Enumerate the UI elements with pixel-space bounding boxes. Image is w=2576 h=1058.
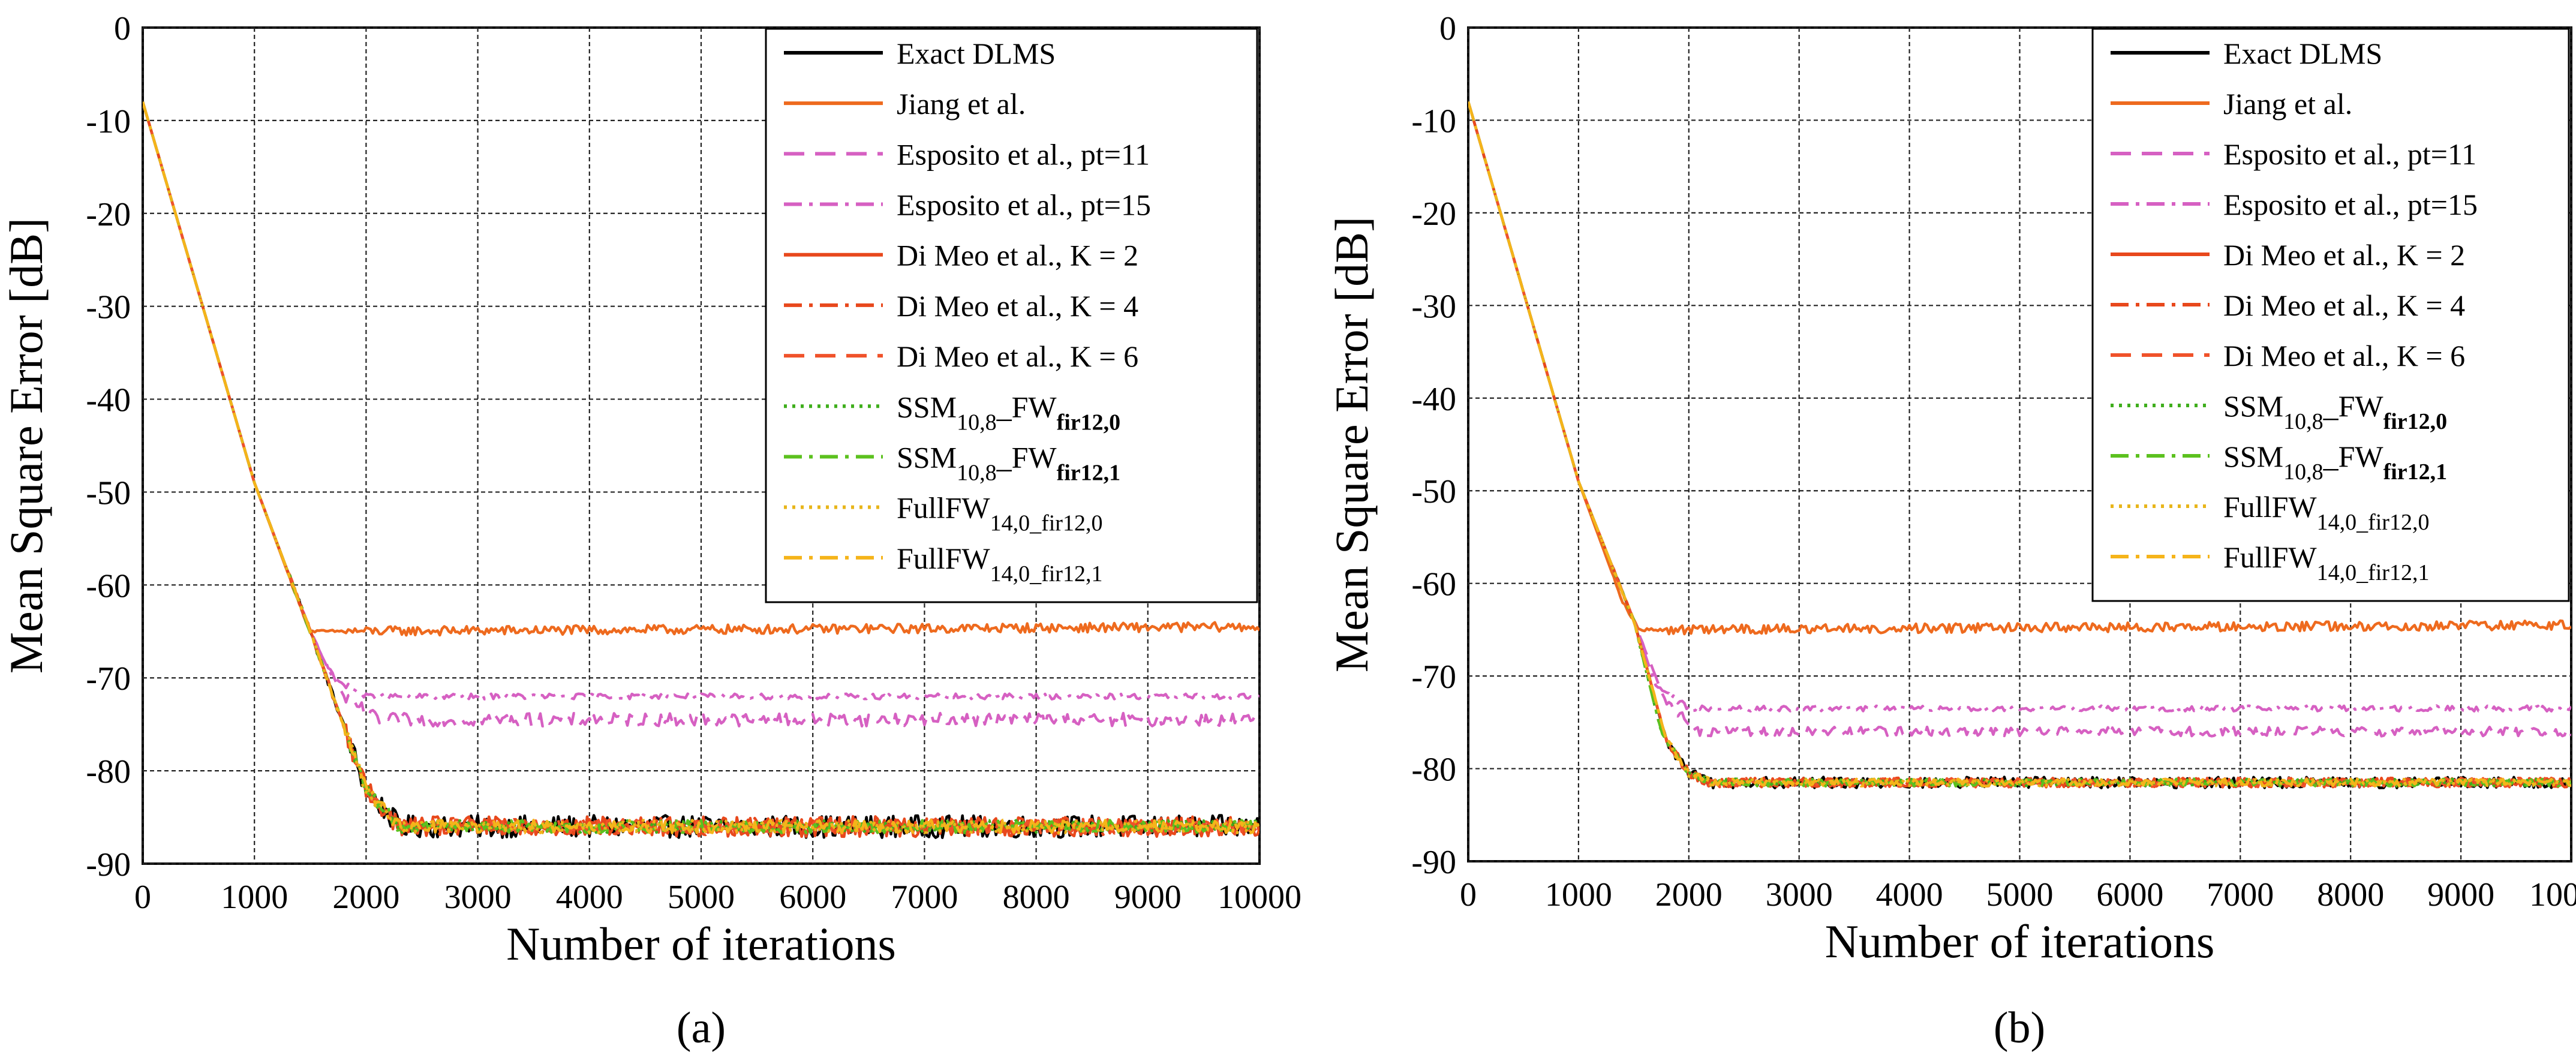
x-tick-label: 0 [1460, 876, 1477, 913]
y-tick-label: -80 [86, 753, 131, 791]
y-tick-label: -30 [1411, 288, 1456, 325]
series-line [1468, 101, 2571, 713]
legend-label: Di Meo et al., K = 4 [2223, 288, 2465, 322]
legend-label: Jiang et al. [897, 87, 1026, 121]
x-tick-label: 1000 [1545, 876, 1612, 913]
x-tick-label: 10000 [1218, 879, 1301, 916]
series-line [1468, 101, 2571, 636]
series-line [143, 101, 1260, 728]
y-tick-label: -70 [1411, 659, 1456, 696]
series-line [143, 101, 1260, 701]
x-tick-label: 9000 [2427, 876, 2494, 913]
x-tick-label: 10000 [2529, 876, 2576, 913]
y-tick-label: -10 [1411, 103, 1456, 140]
x-tick-label: 6000 [2096, 876, 2163, 913]
legend-label: Di Meo et al., K = 6 [2223, 339, 2465, 372]
legend-label: Esposito et al., pt=15 [2223, 188, 2478, 221]
chart-panel-a: 0 1000 2000 3000 4000 5000 6000 7000 8000 9000 100… [0, 10, 1301, 1053]
legend-label: FullFW14,0_fir12,0 [2223, 490, 2429, 535]
x-tick-label: 8000 [2317, 876, 2384, 913]
y-tick-label: -60 [86, 567, 131, 605]
series-group [143, 101, 1260, 839]
x-tick-label: 2000 [332, 879, 399, 916]
legend-label: Di Meo et al., K = 6 [897, 339, 1138, 373]
y-tick-label: 0 [1439, 10, 1456, 47]
series-group [1468, 101, 2571, 790]
legend-label: Di Meo et al., K = 4 [897, 289, 1138, 323]
legend-label: FullFW14,0_fir12,1 [2223, 540, 2429, 585]
y-axis-label: Mean Square Error [dB] [0, 218, 52, 674]
x-tick-label: 0 [134, 879, 151, 916]
y-tick-label: -90 [1411, 844, 1456, 881]
legend-label: FullFW14,0_fir12,0 [897, 491, 1102, 536]
y-tick-label: -70 [86, 660, 131, 698]
x-tick-label: 1000 [221, 879, 288, 916]
x-tick-label: 7000 [891, 879, 958, 916]
x-axis-label: Number of iterations [506, 918, 896, 970]
x-tick-label: 8000 [1003, 879, 1070, 916]
series-line [143, 101, 1260, 835]
x-axis-label: Number of iterations [1825, 915, 2215, 967]
x-tick-label: 7000 [2207, 876, 2274, 913]
y-tick-label: -30 [86, 289, 131, 326]
series-line [1468, 101, 2571, 738]
panel-caption: (a) [677, 1003, 726, 1053]
x-tick-label: 6000 [779, 879, 846, 916]
x-tick-label: 5000 [1986, 876, 2054, 913]
x-tick-label: 3000 [1766, 876, 1833, 913]
y-tick-label: -10 [86, 103, 131, 140]
y-axis-label: Mean Square Error [dB] [1325, 217, 1378, 672]
legend-label: Esposito et al., pt=15 [897, 188, 1151, 222]
legend-label: Esposito et al., pt=11 [897, 137, 1150, 171]
y-tick-label: -20 [1411, 196, 1456, 233]
panel-caption: (b) [1994, 1003, 2045, 1053]
series-line [1468, 101, 2571, 788]
x-tick-label: 9000 [1114, 879, 1182, 916]
x-tick-label: 4000 [1876, 876, 1943, 913]
legend-label: SSM10,8_FWfir12,0 [897, 390, 1120, 435]
chart-panel-b: 0 1000 2000 3000 4000 5000 6000 7000 8000 9000 100… [1325, 10, 2576, 1053]
y-tick-label: -40 [1411, 381, 1456, 418]
legend-label: Exact DLMS [2223, 37, 2382, 70]
legend-label: Exact DLMS [897, 37, 1056, 70]
legend-label: SSM10,8_FWfir12,1 [2223, 440, 2447, 485]
legend-label: SSM10,8_FWfir12,0 [2223, 389, 2447, 434]
y-tick-label: -20 [86, 196, 131, 233]
legend-label: Esposito et al., pt=11 [2223, 137, 2476, 171]
y-tick-label: -80 [1411, 752, 1456, 789]
series-line [1468, 101, 2571, 788]
x-tick-label: 3000 [444, 879, 512, 916]
series-line [143, 101, 1260, 637]
series-line [143, 101, 1260, 835]
y-tick-label: -40 [86, 382, 131, 419]
series-line [1468, 101, 2571, 789]
legend-box [765, 28, 1258, 603]
y-tick-label: -50 [1411, 473, 1456, 510]
x-tick-label: 2000 [1655, 876, 1723, 913]
legend-label: Di Meo et al., K = 2 [2223, 238, 2465, 272]
x-tick-label: 5000 [668, 879, 735, 916]
x-tick-label: 4000 [556, 879, 623, 916]
y-tick-label: -50 [86, 474, 131, 512]
y-tick-label: -60 [1411, 566, 1456, 603]
legend-label: Jiang et al. [2223, 87, 2352, 121]
legend-label: SSM10,8_FWfir12,1 [897, 440, 1120, 485]
legend-label: FullFW14,0_fir12,1 [897, 542, 1102, 587]
legend-label: Di Meo et al., K = 2 [897, 239, 1138, 272]
y-tick-label: -90 [86, 846, 131, 883]
y-tick-label: 0 [114, 10, 131, 47]
